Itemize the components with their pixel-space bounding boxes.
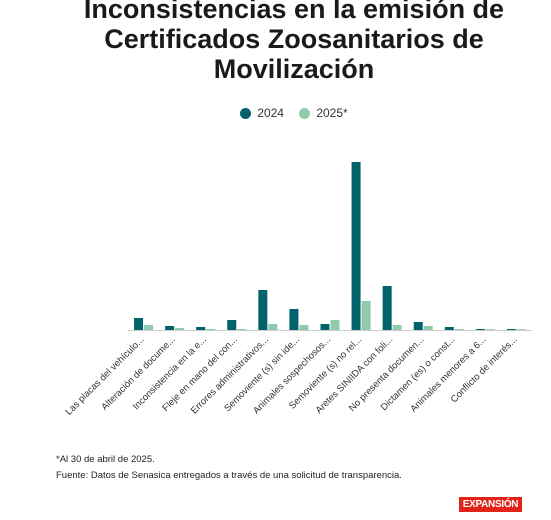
bar-2025-3[interactable] — [237, 329, 247, 330]
bar-2025-8[interactable] — [392, 325, 402, 330]
chart-title-line-1: Inconsistencias en la emisión de — [83, 0, 505, 24]
x-tick-labels: Las placas del vehículo...Alteración de … — [63, 334, 519, 417]
bar-2024-11[interactable] — [475, 329, 485, 330]
bar-2025-1[interactable] — [175, 328, 185, 330]
bar-2025-9[interactable] — [423, 326, 433, 330]
bar-2025-10[interactable] — [454, 329, 464, 330]
brand-logo: EXPANSIÓN — [459, 497, 522, 512]
bar-2024-5[interactable] — [289, 309, 299, 330]
chart-title: Inconsistencias en la emisión de Certifi… — [0, 0, 551, 84]
legend-label-2024: 2024 — [257, 106, 284, 120]
chart-legend: 2024 2025* — [0, 106, 551, 122]
source-note: Fuente: Datos de Senasica entregados a t… — [56, 470, 402, 481]
chart-title-line-2: Certificados Zoosanitarios de — [104, 24, 484, 54]
legend-swatch-2025 — [299, 107, 311, 119]
bar-2024-0[interactable] — [134, 318, 144, 330]
bar-2025-6[interactable] — [330, 320, 340, 330]
bar-2024-3[interactable] — [227, 320, 237, 330]
bar-2024-1[interactable] — [165, 326, 175, 330]
bar-2024-2[interactable] — [196, 327, 206, 330]
bar-chart: Las placas del vehículo...Alteración de … — [63, 162, 532, 418]
bar-2025-11[interactable] — [485, 329, 495, 330]
bar-2025-2[interactable] — [206, 329, 216, 330]
bar-2025-12[interactable] — [516, 329, 526, 330]
bars-group — [134, 162, 526, 330]
bar-2024-6[interactable] — [320, 324, 330, 330]
bar-2024-4[interactable] — [258, 290, 268, 330]
bar-2025-0[interactable] — [144, 325, 154, 330]
bar-2024-9[interactable] — [413, 322, 423, 330]
chart-title-line-3: Movilización — [213, 54, 375, 84]
bar-2024-10[interactable] — [444, 327, 454, 330]
bar-2024-7[interactable] — [351, 162, 361, 330]
bar-2025-7[interactable] — [361, 301, 371, 330]
legend-swatch-2024 — [240, 107, 252, 119]
footnote: *Al 30 de abril de 2025. — [56, 454, 155, 465]
legend-label-2025: 2025* — [316, 106, 348, 120]
bar-2024-12[interactable] — [506, 329, 516, 330]
legend-item-2024[interactable]: 2024 — [240, 106, 284, 120]
bar-2024-8[interactable] — [382, 286, 392, 330]
legend-item-2025[interactable]: 2025* — [299, 106, 348, 120]
bar-2025-4[interactable] — [268, 324, 278, 330]
bar-2025-5[interactable] — [299, 325, 309, 330]
